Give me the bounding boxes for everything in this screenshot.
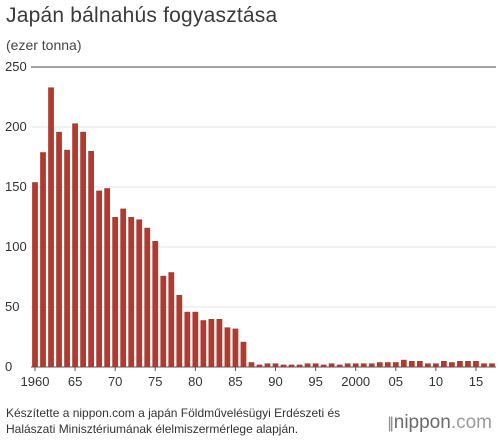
bar-1963	[56, 131, 62, 367]
x-tick-label-1970: 70	[108, 374, 122, 389]
bar-1962	[48, 87, 54, 368]
bar-2005	[392, 362, 399, 367]
bar-1961	[40, 152, 46, 367]
bar-2009	[424, 363, 431, 367]
bar-2004	[384, 362, 391, 367]
bar-1977	[168, 272, 175, 367]
bar-1991	[280, 364, 287, 367]
bar-1978	[176, 295, 183, 367]
bar-2011	[441, 361, 447, 367]
bar-1970	[112, 217, 119, 367]
bar-chart: 0 50 100 150 200 250 1960 65 70 75 80 85 90 95 2000 05…	[5, 59, 496, 389]
y-tick-label-50: 50	[5, 299, 19, 314]
bar-1968	[96, 190, 103, 367]
bar-1965	[72, 123, 78, 368]
bar-1971	[120, 208, 127, 367]
logo-marks-icon: ||	[387, 415, 393, 432]
x-tick-label-2015: 15	[469, 374, 483, 389]
chart-title: Japán bálnahús fogyasztása	[6, 4, 278, 27]
bar-1979	[184, 311, 191, 367]
bar-1993	[296, 364, 303, 367]
bar-2000	[352, 363, 359, 367]
source-line-1: Készítette a nippon.com a japán Földműve…	[6, 406, 341, 420]
bar-1974	[144, 227, 151, 367]
y-tick-layer: 0 50 100 150 200 250	[5, 59, 27, 374]
bar-2015	[473, 361, 479, 367]
x-tick-label-1990: 90	[268, 374, 282, 389]
y-tick-label-200: 200	[5, 119, 27, 134]
unit-label: (ezer tonna)	[6, 37, 82, 53]
bar-layer	[32, 87, 495, 368]
bar-1981	[200, 320, 207, 367]
y-tick-label-0: 0	[5, 359, 12, 374]
bar-1972	[128, 217, 135, 367]
bar-1969	[104, 188, 111, 367]
bar-1994	[304, 363, 311, 367]
bar-1992	[288, 364, 295, 367]
bar-1966	[80, 131, 86, 367]
bar-1975	[152, 241, 159, 367]
bar-1987	[248, 362, 255, 367]
x-tick-label-1980: 80	[188, 374, 202, 389]
x-tick-label-1975: 75	[148, 374, 162, 389]
bar-1990	[272, 363, 279, 367]
bar-2008	[416, 361, 423, 367]
bar-1995	[312, 363, 319, 367]
bar-1967	[88, 151, 95, 367]
bar-1986	[240, 341, 247, 367]
bar-2014	[465, 361, 471, 367]
bar-1960	[32, 182, 38, 367]
brand-domain: .com	[450, 412, 492, 433]
y-tick-label-150: 150	[5, 179, 27, 194]
bar-1983	[216, 319, 223, 367]
x-tick-layer: 1960 65 70 75 80 85 90 95 2000 05 10 15	[21, 367, 483, 389]
y-tick-label-100: 100	[5, 239, 27, 254]
bar-1985	[232, 328, 239, 367]
bar-1964	[64, 149, 70, 367]
bar-1976	[160, 275, 167, 367]
bar-2002	[368, 363, 375, 367]
bar-2017	[489, 363, 495, 367]
source-note: Készítette a nippon.com a japán Földműve…	[6, 405, 376, 437]
bar-1989	[264, 363, 271, 367]
bar-1973	[136, 219, 143, 367]
bar-2006	[400, 359, 407, 367]
x-tick-label-1995: 95	[308, 374, 322, 389]
bar-2016	[481, 363, 487, 367]
brand-name: nippon	[393, 412, 451, 433]
bar-2013	[457, 361, 463, 367]
x-tick-label-1960: 1960	[21, 374, 50, 389]
source-line-2: Halászati Minisztériumának élelmiszermér…	[6, 422, 299, 436]
y-tick-label-250: 250	[5, 59, 27, 74]
bar-1996	[320, 364, 327, 367]
bar-1984	[224, 327, 231, 367]
x-tick-label-2005: 05	[389, 374, 403, 389]
bar-2012	[449, 362, 455, 367]
nippon-logo: || nippon.com	[387, 412, 492, 434]
bar-1988	[256, 364, 263, 367]
bar-1982	[208, 319, 215, 367]
bar-1999	[344, 363, 351, 367]
x-tick-label-1985: 85	[228, 374, 242, 389]
bar-1998	[336, 364, 343, 367]
x-tick-label-1965: 65	[68, 374, 82, 389]
x-tick-label-2000: 2000	[341, 374, 370, 389]
x-tick-label-2010: 10	[429, 374, 443, 389]
bar-2003	[376, 362, 383, 367]
bar-2007	[408, 361, 415, 367]
bar-2010	[432, 363, 439, 367]
bar-1997	[328, 363, 335, 367]
bar-1980	[192, 311, 199, 367]
bar-2001	[360, 363, 367, 367]
